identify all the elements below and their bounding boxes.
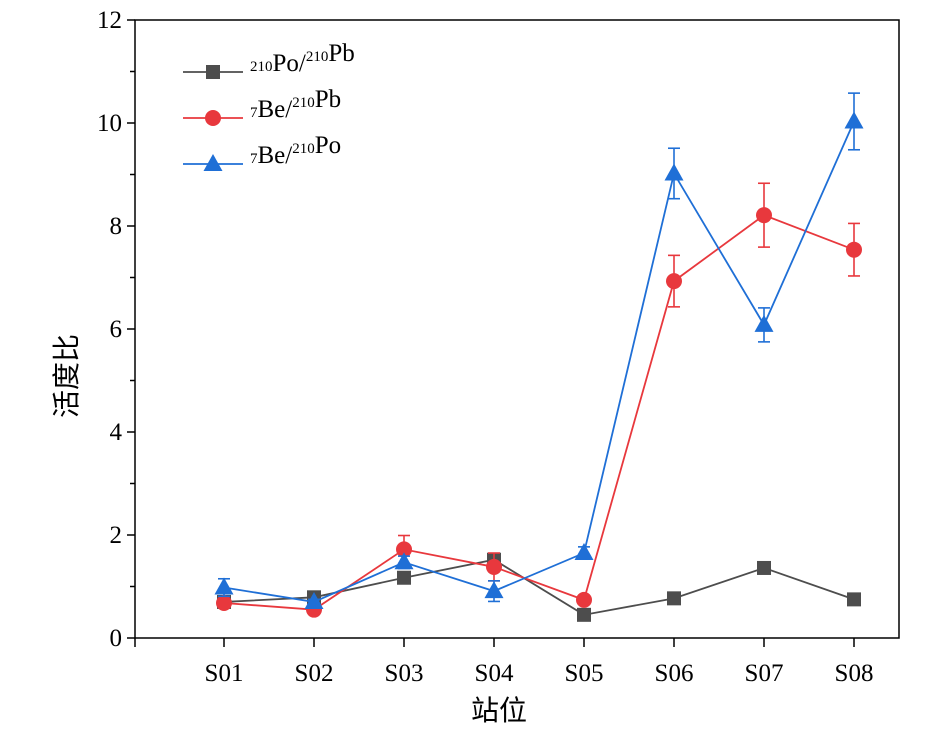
legend-marker (206, 65, 220, 79)
x-tick-label: S08 (835, 660, 874, 687)
x-tick-label: S06 (655, 660, 694, 687)
legend-label: 7Be/210Po (250, 132, 341, 169)
legend-label: 210Po/210Pb (250, 40, 355, 77)
legend-label-part: Be/ (258, 142, 293, 169)
y-tick-label: 10 (97, 110, 122, 137)
y-axis: 0 2 4 6 8 10 12 (97, 7, 135, 652)
x-axis-label: 站位 (471, 695, 527, 727)
legend-label-sup: 210 (292, 141, 315, 157)
y-tick-label: 4 (110, 419, 123, 446)
data-point (574, 543, 594, 561)
legend-label-part: Po (315, 132, 341, 159)
legend-marker (203, 154, 223, 171)
x-tick-label: S07 (745, 660, 784, 687)
series-line (223, 121, 855, 603)
legend-marker (205, 110, 221, 126)
series-group (214, 92, 864, 609)
series-group (216, 182, 862, 618)
legend-label-part: Pb (315, 86, 341, 113)
data-point (756, 207, 772, 224)
data-point (397, 570, 411, 585)
legend-label-sup: 210 (250, 59, 273, 75)
x-tick-label: S02 (295, 660, 334, 687)
data-point (666, 273, 682, 290)
legend-label-part: Po/ (273, 50, 306, 77)
y-tick-label: 0 (110, 625, 123, 652)
series-line (223, 214, 855, 611)
data-point (304, 591, 324, 609)
data-point (757, 560, 771, 575)
x-tick-label: S04 (475, 660, 514, 687)
x-tick-label: S05 (565, 660, 604, 687)
data-point (844, 111, 864, 129)
legend-label-part: Be/ (258, 96, 293, 123)
legend-item: 210Po/210Pb (183, 40, 355, 79)
legend-label-sup: 7 (250, 151, 258, 167)
data-point (396, 541, 412, 558)
series-layer (214, 92, 864, 622)
data-point (577, 607, 591, 622)
y-tick-label: 6 (110, 316, 123, 343)
legend-label-part: Pb (328, 40, 354, 67)
y-axis-label: 活度比 (51, 334, 83, 418)
x-tick-label: S03 (385, 660, 424, 687)
data-point (394, 552, 414, 570)
data-point (847, 592, 861, 607)
y-tick-label: 8 (110, 213, 123, 240)
legend-label-sup: 7 (250, 105, 258, 121)
data-point (214, 577, 234, 595)
data-point (486, 558, 502, 575)
legend-label-sup: 210 (292, 95, 315, 111)
x-tick-label: S01 (205, 660, 244, 687)
x-axis: S01 S02 S03 S04 S05 S06 S07 S08 (134, 638, 874, 687)
y-tick-label: 2 (110, 522, 123, 549)
data-point (664, 163, 684, 181)
y-tick-label: 12 (97, 7, 122, 34)
legend-label: 7Be/210Pb (250, 86, 341, 123)
series-group (217, 552, 861, 622)
data-point (754, 314, 774, 332)
legend-label-sup: 210 (306, 49, 329, 65)
data-point (846, 241, 862, 258)
legend-item: 7Be/210Pb (183, 86, 341, 126)
legend-item: 7Be/210Po (183, 132, 341, 171)
data-point (667, 591, 681, 606)
data-point (484, 581, 504, 599)
data-point (576, 591, 592, 608)
data-point (216, 594, 232, 611)
series-line (223, 558, 855, 616)
